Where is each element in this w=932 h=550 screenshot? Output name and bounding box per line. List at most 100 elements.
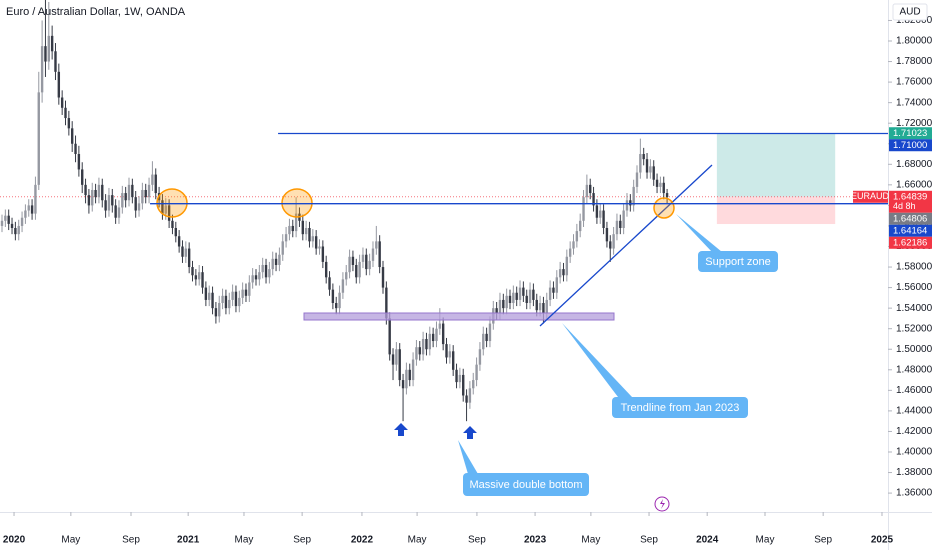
y-tick-label: 1.74000 [896,97,932,108]
candle-body [428,333,431,350]
candle-body [368,260,371,270]
candle-body [589,184,592,194]
x-tick-label: Sep [293,535,311,546]
candle-body [161,200,164,214]
candle-body [515,292,518,300]
candle-body [572,241,575,249]
candle-body [582,197,585,221]
candle-body [104,200,107,211]
y-tick-label: 1.68000 [896,159,932,170]
candle-body [355,264,358,278]
y-tick-label: 1.72000 [896,118,932,129]
candle-body [70,128,74,144]
x-tick-label: Sep [814,535,832,546]
candle-body [301,220,304,235]
candle-body [7,215,10,224]
candle-body [121,193,124,208]
candle-body [214,308,218,317]
candle-body [137,203,141,211]
candle-body [395,349,398,365]
candle-body [602,210,605,229]
price-label: 1.71000 [893,140,927,151]
price-label: 1.64164 [893,225,927,236]
price-label-box [889,139,932,152]
candle-body [448,351,452,358]
currency-box[interactable] [892,3,928,21]
y-tick-label: 1.66000 [896,179,932,190]
candle-body [321,246,325,262]
candle-body [642,154,645,160]
currency: AUD [899,7,920,18]
y-tick-label: 1.38000 [896,467,932,478]
candle-body [599,210,602,218]
candle-body [405,369,408,389]
candle-body [54,51,57,72]
candle-body [177,236,181,247]
callout-pointer [562,323,632,397]
candle-body [94,189,97,198]
candle-body [505,295,508,309]
candle-body [365,254,368,270]
x-tick-label: 2022 [351,535,374,546]
candle-body [17,225,20,235]
candle-body [441,323,445,345]
candle-body [258,272,261,280]
candle-body [197,272,201,280]
arrow-up [463,426,477,439]
candle-body [371,248,375,261]
price-label-box [889,212,932,225]
candle-body [518,287,522,300]
candle-body [462,374,465,396]
x-tick-label: Sep [122,535,140,546]
drawings: Support zone Trendline from Jan 2023 Mas… [150,132,888,512]
price-label: 1.71023 [893,128,927,139]
candle-body [91,189,94,206]
y-tick-label: 1.80000 [896,36,932,47]
candle-body [495,308,498,314]
candle-body [411,359,415,381]
candle-body [632,186,635,206]
position-target-zone [716,133,836,197]
candle-body [304,228,308,235]
candle-body [181,246,184,257]
candle-body [348,256,351,273]
candle-body [652,166,655,180]
candle-body [218,303,221,317]
candle-body [288,225,291,235]
candle-body [592,193,595,206]
candle-body [665,193,669,198]
candle-body [562,269,565,276]
candle-body [97,184,101,198]
candle-body [451,351,455,370]
candle-body [465,395,468,403]
candle-body [612,234,615,249]
candle-body [445,344,448,358]
candle-body [151,174,154,185]
candle-body [14,228,17,235]
candle-body [291,225,294,232]
x-tick-label: Sep [468,535,486,546]
candle-body [418,347,421,355]
circle-marker [281,188,313,218]
candle-body [4,215,7,221]
candle-body [311,236,315,242]
candle-body [50,35,54,52]
candle-body [67,118,71,129]
candle-body [358,261,361,278]
symbol-tag [853,190,888,203]
candle-body [468,388,472,403]
candle-body [345,272,348,280]
candle-body [211,292,214,309]
price-label-box [889,127,932,140]
position-stop-zone [716,196,836,225]
candle-body [60,97,64,108]
y-tick-label: 1.42000 [896,426,932,437]
candle-body [47,35,50,62]
axes: 1.36000 1.38000 1.40000 1.42000 1.44000 1.460… [3,15,932,546]
circle-marker [156,188,188,218]
y-tick-label: 1.76000 [896,77,932,88]
candle-body [558,269,562,278]
candle-body [278,254,281,265]
